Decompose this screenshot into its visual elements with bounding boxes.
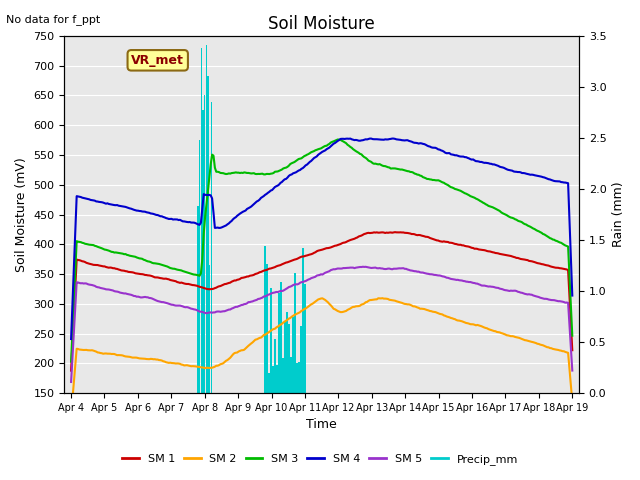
SM 5 [359,264,367,270]
SM 1 [391,229,399,235]
X-axis label: Time: Time [307,419,337,432]
Bar [201,48,202,393]
Bar [280,282,282,393]
SM 4 [568,293,576,299]
SM 5 [287,284,294,289]
SM 3 [334,137,342,143]
Line: SM 3: SM 3 [71,140,572,361]
SM 5 [542,296,550,301]
Line: SM 2: SM 2 [71,298,572,415]
SM 2 [216,361,224,367]
Bar [199,140,200,393]
SM 2 [242,346,250,351]
Bar [300,325,301,393]
SM 3 [242,170,250,176]
Text: No data for f_ppt: No data for f_ppt [6,14,100,25]
Bar [264,246,266,393]
SM 2 [379,295,387,301]
Bar [276,365,278,393]
SM 1 [568,348,576,353]
Bar [202,110,204,393]
SM 1 [216,283,224,289]
Line: SM 5: SM 5 [71,267,572,382]
Y-axis label: Rain (mm): Rain (mm) [612,182,625,247]
Title: Soil Moisture: Soil Moisture [268,15,375,33]
Bar [205,46,207,393]
Bar [292,317,294,393]
SM 4 [242,208,250,214]
SM 1 [67,368,75,373]
SM 3 [568,333,576,338]
Bar [197,206,199,393]
Bar [207,76,209,393]
SM 1 [234,277,241,283]
SM 3 [129,253,136,259]
Bar [266,264,268,393]
SM 4 [542,175,550,181]
SM 5 [568,368,576,373]
SM 2 [67,412,75,418]
Bar [296,363,298,393]
Line: SM 4: SM 4 [71,139,572,339]
Bar [291,357,292,393]
Bar [209,264,211,393]
SM 4 [129,206,136,212]
SM 1 [129,269,136,275]
SM 4 [67,336,75,342]
SM 1 [242,274,250,280]
Bar [288,324,290,393]
Text: VR_met: VR_met [131,54,184,67]
Bar [268,372,269,393]
Bar [286,312,287,393]
Bar [298,362,300,393]
Bar [275,338,276,393]
SM 2 [287,315,294,321]
SM 3 [287,161,294,167]
Legend: SM 1, SM 2, SM 3, SM 4, SM 5, Precip_mm: SM 1, SM 2, SM 3, SM 4, SM 5, Precip_mm [118,450,522,469]
Bar [282,358,284,393]
SM 5 [67,379,75,385]
SM 5 [234,304,241,310]
Bar [211,102,212,393]
SM 2 [234,349,241,355]
SM 5 [216,309,224,315]
SM 3 [216,170,224,176]
SM 2 [129,355,136,360]
Bar [284,322,285,393]
SM 3 [542,232,550,238]
Bar [204,95,205,393]
Bar [304,284,306,393]
SM 3 [234,170,241,176]
SM 5 [129,292,136,298]
Bar [272,366,273,393]
SM 5 [242,301,250,307]
Y-axis label: Soil Moisture (mV): Soil Moisture (mV) [15,157,28,272]
SM 1 [542,262,550,268]
SM 2 [568,399,576,405]
SM 3 [67,359,75,364]
SM 4 [287,172,294,178]
SM 2 [542,344,550,349]
SM 4 [216,225,224,231]
SM 4 [234,213,241,218]
Bar [302,248,303,393]
Bar [294,273,296,393]
SM 1 [287,258,294,264]
SM 4 [366,136,374,142]
Bar [270,288,271,393]
Line: SM 1: SM 1 [71,232,572,371]
Bar [278,293,280,393]
